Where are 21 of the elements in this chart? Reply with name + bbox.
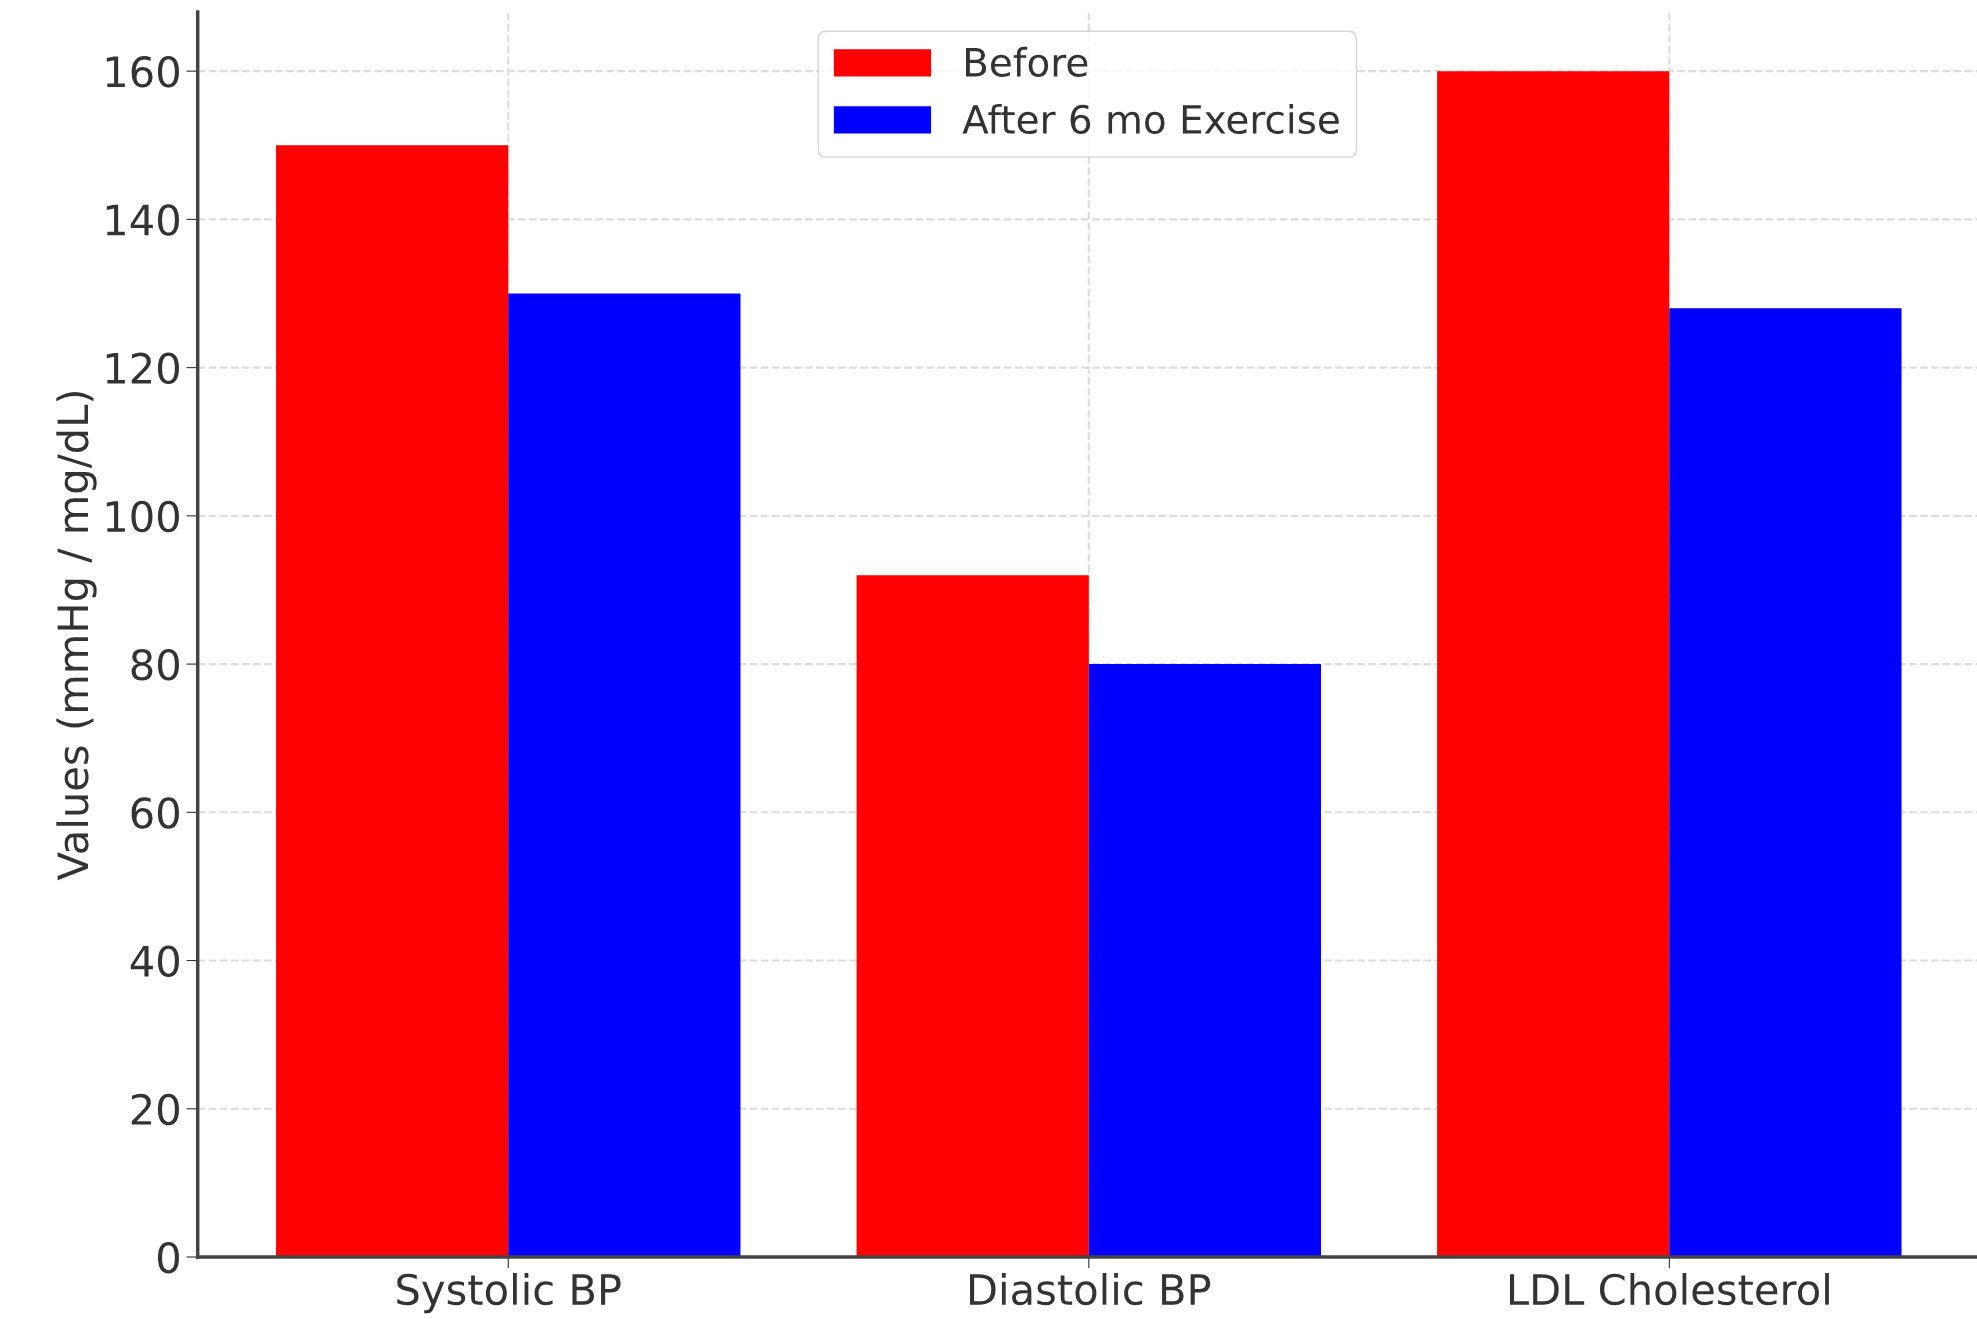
x-tick-label: Systolic BP <box>397 1272 621 1314</box>
y-axis-title: Values (mmHg / mg/dL) <box>56 391 97 881</box>
y-tick-label: 0 <box>157 1241 179 1274</box>
y-tick-label: 80 <box>131 648 179 681</box>
bar <box>508 293 741 1258</box>
y-tick-label: 160 <box>106 56 179 88</box>
y-tick-label: 140 <box>106 204 179 236</box>
y-tick-label: 20 <box>131 1093 179 1126</box>
y-tick-label: 40 <box>130 945 179 977</box>
y-tick-label: 100 <box>106 500 179 533</box>
bar <box>276 145 509 1258</box>
bar <box>1437 71 1670 1258</box>
bar <box>1088 664 1322 1258</box>
y-tick-label: 120 <box>106 352 179 385</box>
bar <box>1669 308 1902 1258</box>
legend-label: After 6 mo Exercise <box>962 103 1339 135</box>
bar <box>856 575 1089 1258</box>
x-tick-label: LDL Cholesterol <box>1509 1272 1829 1306</box>
legend-label: Before <box>966 46 1088 77</box>
y-tick-label: 60 <box>131 797 179 829</box>
x-tick-label: Diastolic BP <box>970 1272 1211 1306</box>
